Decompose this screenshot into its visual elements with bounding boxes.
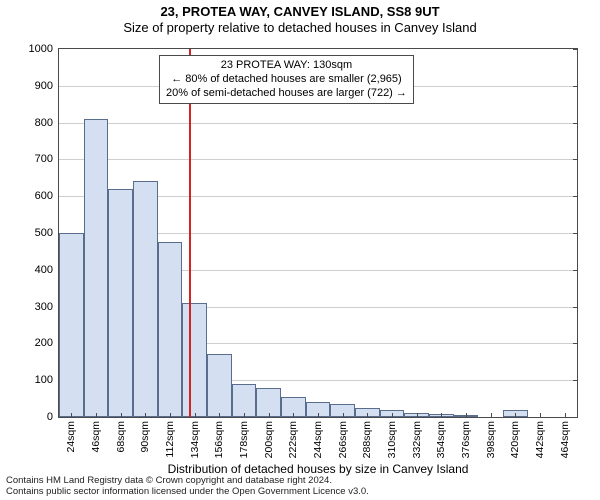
annotation-box: 23 PROTEA WAY: 130sqm ← 80% of detached …: [159, 55, 414, 104]
footer-line2: Contains public sector information licen…: [6, 487, 369, 498]
x-tick-label: 200sqm: [263, 421, 275, 458]
x-tick-label: 24sqm: [65, 421, 77, 453]
x-tick-label: 46sqm: [90, 421, 102, 453]
x-tick-label: 332sqm: [411, 421, 423, 458]
y-tick-label: 700: [35, 153, 59, 165]
x-tick-label: 288sqm: [361, 421, 373, 458]
y-tick-label: 100: [35, 374, 59, 386]
y-tick-label: 1000: [29, 43, 59, 55]
y-tick-label: 800: [35, 117, 59, 129]
x-tick-label: 134sqm: [189, 421, 201, 458]
y-tick-label: 200: [35, 337, 59, 349]
x-tick-label: 156sqm: [213, 421, 225, 458]
histogram-bar: [84, 119, 109, 417]
y-tick-label: 300: [35, 301, 59, 313]
chart-container: 23, PROTEA WAY, CANVEY ISLAND, SS8 9UT S…: [0, 0, 600, 500]
x-tick-label: 464sqm: [559, 421, 571, 458]
histogram-bar: [158, 242, 183, 417]
x-tick-label: 398sqm: [485, 421, 497, 458]
chart-subtitle: Size of property relative to detached ho…: [0, 20, 600, 36]
x-tick-label: 310sqm: [386, 421, 398, 458]
x-tick-label: 354sqm: [435, 421, 447, 458]
x-tick-label: 266sqm: [337, 421, 349, 458]
annot-line1: 23 PROTEA WAY: 130sqm: [166, 59, 407, 73]
annot-line3: 20% of semi-detached houses are larger (…: [166, 87, 407, 101]
annot-line2: ← 80% of detached houses are smaller (2,…: [166, 73, 407, 87]
x-tick-label: 244sqm: [312, 421, 324, 458]
histogram-bar: [133, 181, 158, 417]
y-tick-label: 500: [35, 227, 59, 239]
footer-attribution: Contains HM Land Registry data © Crown c…: [6, 476, 369, 498]
x-axis-label: Distribution of detached houses by size …: [58, 462, 578, 476]
x-tick-label: 90sqm: [139, 421, 151, 453]
x-tick-label: 420sqm: [509, 421, 521, 458]
y-tick-label: 600: [35, 190, 59, 202]
histogram-bar: [207, 354, 232, 417]
y-tick-label: 0: [47, 411, 59, 423]
histogram-bar: [108, 189, 133, 417]
x-tick-label: 442sqm: [534, 421, 546, 458]
x-tick-label: 68sqm: [115, 421, 127, 453]
histogram-bar: [59, 233, 84, 417]
x-tick-label: 112sqm: [164, 421, 176, 458]
plot-area: 23 PROTEA WAY: 130sqm ← 80% of detached …: [58, 48, 578, 418]
y-tick-label: 900: [35, 80, 59, 92]
x-tick-label: 222sqm: [287, 421, 299, 458]
histogram-bar: [182, 303, 207, 417]
chart-title: 23, PROTEA WAY, CANVEY ISLAND, SS8 9UT: [0, 0, 600, 20]
y-tick-label: 400: [35, 264, 59, 276]
x-tick-label: 376sqm: [460, 421, 472, 458]
x-tick-label: 178sqm: [238, 421, 250, 458]
